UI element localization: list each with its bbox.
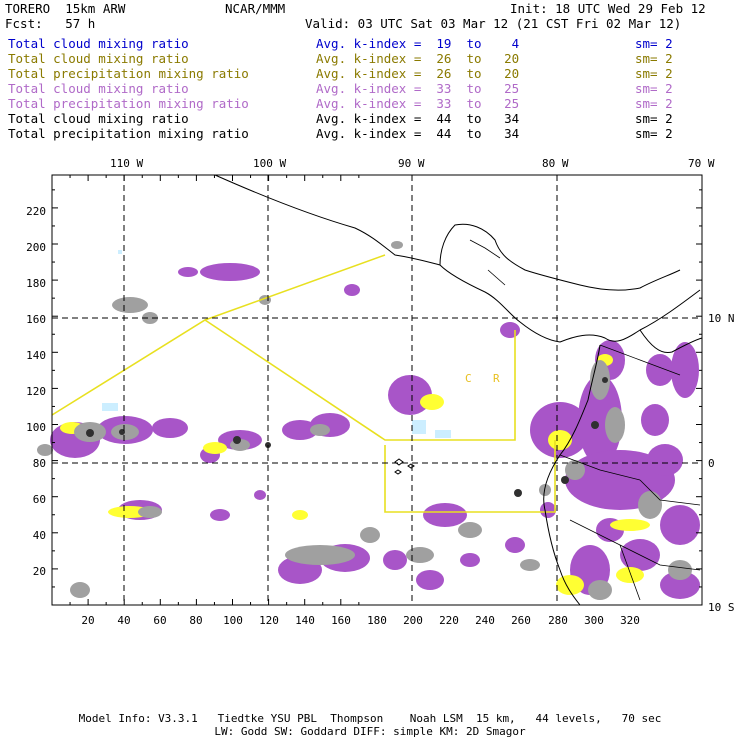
y-tick-label: 120: [26, 385, 46, 398]
country-borders: [469, 239, 701, 601]
legend-field: Total precipitation mixing ratio: [8, 96, 249, 111]
legend-row: Total cloud mixing ratio Avg. k-index = …: [8, 111, 738, 126]
legend-kindex: Avg. k-index = 44 to 34: [316, 111, 520, 126]
x-tick-label: 140: [295, 614, 315, 627]
moderate-areas: [60, 354, 650, 595]
y-axis-ticks: [52, 189, 702, 606]
domain-boundaries: [51, 254, 556, 513]
legend-field: Total precipitation mixing ratio: [8, 126, 249, 141]
x-tick-label: 240: [475, 614, 495, 627]
x-tick-label: 220: [439, 614, 459, 627]
graticule: [52, 175, 702, 605]
legend-sm: sm= 2: [635, 51, 673, 66]
legend-row: Total cloud mixing ratio Avg. k-index = …: [8, 51, 738, 66]
model-info: Model Info: V3.3.1 Tiedtke YSU PBL Thomp…: [78, 712, 662, 725]
init-time: Init: 18 UTC Wed 29 Feb 12: [510, 1, 706, 16]
coastline: [214, 174, 703, 606]
legend-sm: sm= 2: [635, 111, 673, 126]
region-label: C: [465, 372, 472, 385]
model-physics: LW: Godd SW: Goddard DIFF: simple KM: 2D…: [214, 725, 526, 738]
model-title: TORERO 15km ARW: [5, 1, 126, 16]
legend-field: Total cloud mixing ratio: [8, 51, 189, 66]
y-axis-labels: 20 40 60 80 100 120 140 160 180 200 220: [26, 205, 46, 578]
legend-kindex: Avg. k-index = 33 to 25: [316, 81, 520, 96]
legend-row: Total cloud mixing ratio Avg. k-index = …: [8, 36, 738, 51]
x-tick-label: 60: [153, 614, 166, 627]
x-tick-label: 160: [331, 614, 351, 627]
legend-row: Total precipitation mixing ratio Avg. k-…: [8, 126, 738, 141]
x-tick-label: 180: [367, 614, 387, 627]
legend-row: Total precipitation mixing ratio Avg. k-…: [8, 66, 738, 81]
legend-sm: sm= 2: [635, 81, 673, 96]
legend-field: Total cloud mixing ratio: [8, 111, 189, 126]
y-tick-label: 160: [26, 313, 46, 326]
x-tick-label: 40: [117, 614, 130, 627]
lat-label: 10 N: [708, 312, 735, 325]
lon-label: 80 W: [542, 157, 569, 170]
y-tick-label: 60: [33, 493, 46, 506]
x-tick-label: 260: [511, 614, 531, 627]
x-tick-label: 300: [584, 614, 604, 627]
org-label: NCAR/MMM: [225, 1, 286, 16]
legend-field: Total precipitation mixing ratio: [8, 66, 249, 81]
x-tick-label: 20: [81, 614, 94, 627]
forecast-hour: Fcst: 57 h: [5, 16, 96, 31]
legend-sm: sm= 2: [635, 126, 673, 141]
legend-row: Total cloud mixing ratio Avg. k-index = …: [8, 81, 738, 96]
legend-kindex: Avg. k-index = 33 to 25: [316, 96, 520, 111]
y-tick-label: 200: [26, 241, 46, 254]
legend-row: Total precipitation mixing ratio Avg. k-…: [8, 96, 738, 111]
header: TORERO 15km ARW NCAR/MMM Init: 18 UTC We…: [0, 0, 740, 150]
y-tick-label: 20: [33, 565, 46, 578]
lon-label: 90 W: [398, 157, 425, 170]
x-axis-labels: 20 40 60 80 100 120 140 160 180 200 220 …: [81, 614, 640, 627]
legend-kindex: Avg. k-index = 44 to 34: [316, 126, 520, 141]
legend-sm: sm= 2: [635, 36, 673, 51]
legend-field: Total cloud mixing ratio: [8, 36, 189, 51]
region-label: R: [493, 372, 500, 385]
x-tick-label: 120: [259, 614, 279, 627]
legend-sm: sm= 2: [635, 96, 673, 111]
map-frame: [51, 174, 703, 606]
lat-label: 0: [708, 457, 715, 470]
lon-label: 70 W: [688, 157, 715, 170]
legend-sm: sm= 2: [635, 66, 673, 81]
legend-kindex: Avg. k-index = 19 to 4: [316, 36, 520, 51]
legend-field: Total cloud mixing ratio: [8, 81, 189, 96]
y-tick-label: 140: [26, 349, 46, 362]
x-tick-label: 80: [189, 614, 202, 627]
lat-label: 10 S: [708, 601, 735, 614]
x-tick-label: 100: [223, 614, 243, 627]
y-tick-label: 40: [33, 529, 46, 542]
valid-time: Valid: 03 UTC Sat 03 Mar 12 (21 CST Fri …: [305, 16, 682, 31]
lon-label: 110 W: [110, 157, 143, 170]
y-tick-label: 180: [26, 277, 46, 290]
legend-kindex: Avg. k-index = 26 to 20: [316, 66, 520, 81]
x-tick-label: 200: [403, 614, 423, 627]
x-axis-ticks: [51, 175, 360, 605]
lon-label: 100 W: [253, 157, 286, 170]
y-tick-label: 80: [33, 457, 46, 470]
y-tick-label: 100: [26, 421, 46, 434]
x-tick-label: 280: [548, 614, 568, 627]
y-tick-label: 220: [26, 205, 46, 218]
legend-kindex: Avg. k-index = 26 to 20: [316, 51, 520, 66]
heavy-cells: [86, 377, 608, 497]
x-tick-label: 320: [620, 614, 640, 627]
